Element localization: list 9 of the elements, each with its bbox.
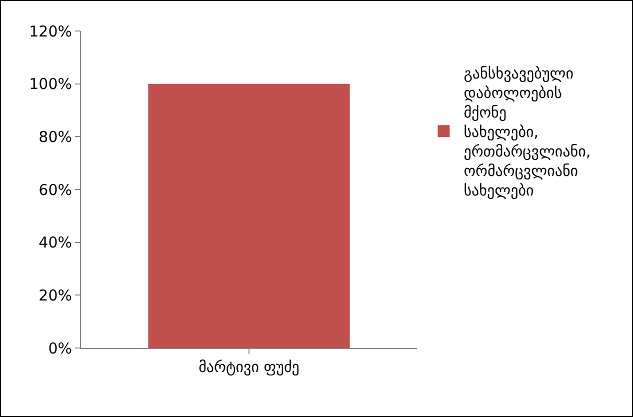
y-tick-label: 120% xyxy=(29,22,72,40)
y-tick-label: 0% xyxy=(48,339,72,358)
x-tick-label: მარტივი ფუძე xyxy=(198,358,300,376)
y-tick-label: 100% xyxy=(29,75,72,94)
y-tick-label: 80% xyxy=(38,128,72,146)
y-tick-label: 60% xyxy=(38,180,72,199)
y-tick-label: 40% xyxy=(38,234,72,252)
legend-label: განსხვავებული დაბოლოების მქონე სახელები, ერთმარცვლიანი, ორმარცვლიანი სახელები xyxy=(464,64,591,200)
y-tick-label: 20% xyxy=(38,286,72,304)
